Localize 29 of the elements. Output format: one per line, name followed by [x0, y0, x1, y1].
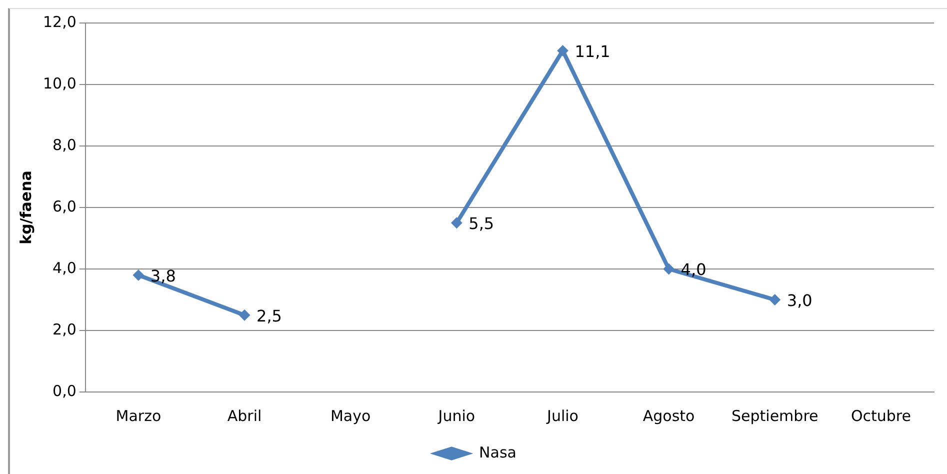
- y-tick-label: 6,0: [52, 197, 76, 216]
- x-tick-label: Mayo: [330, 406, 371, 425]
- x-tick-label: Julio: [546, 406, 578, 425]
- y-tick-label: 8,0: [52, 136, 76, 154]
- x-tick-label: Agosto: [642, 406, 695, 425]
- x-tick-label: Abril: [227, 406, 262, 425]
- data-label: 11,1: [574, 42, 610, 61]
- x-tick-label: Octubre: [850, 406, 911, 425]
- data-label: 3,0: [786, 290, 812, 310]
- point: [451, 217, 462, 228]
- point: [132, 270, 144, 281]
- y-tick-label: 10,0: [42, 74, 76, 92]
- data-label: 4,0: [680, 260, 706, 280]
- y-tick-label: 4,0: [52, 258, 76, 277]
- y-tick-label: 12,0: [42, 12, 76, 31]
- data-label: 3,8: [150, 266, 176, 286]
- x-tick-label: Septiembre: [732, 406, 818, 425]
- point: [769, 294, 780, 306]
- data-label: 2,5: [256, 306, 282, 326]
- data-label: 5,5: [468, 214, 494, 234]
- point: [239, 310, 250, 321]
- point: [663, 264, 674, 274]
- y-axis-title: kg/faena: [16, 170, 35, 244]
- x-tick-label: Junio: [437, 406, 476, 425]
- x-tick-label: Marzo: [116, 406, 162, 425]
- legend-label: Nasa: [479, 443, 516, 462]
- point: [557, 45, 568, 56]
- y-tick-label: 2,0: [52, 320, 76, 338]
- y-tick-label: 0,0: [52, 382, 76, 400]
